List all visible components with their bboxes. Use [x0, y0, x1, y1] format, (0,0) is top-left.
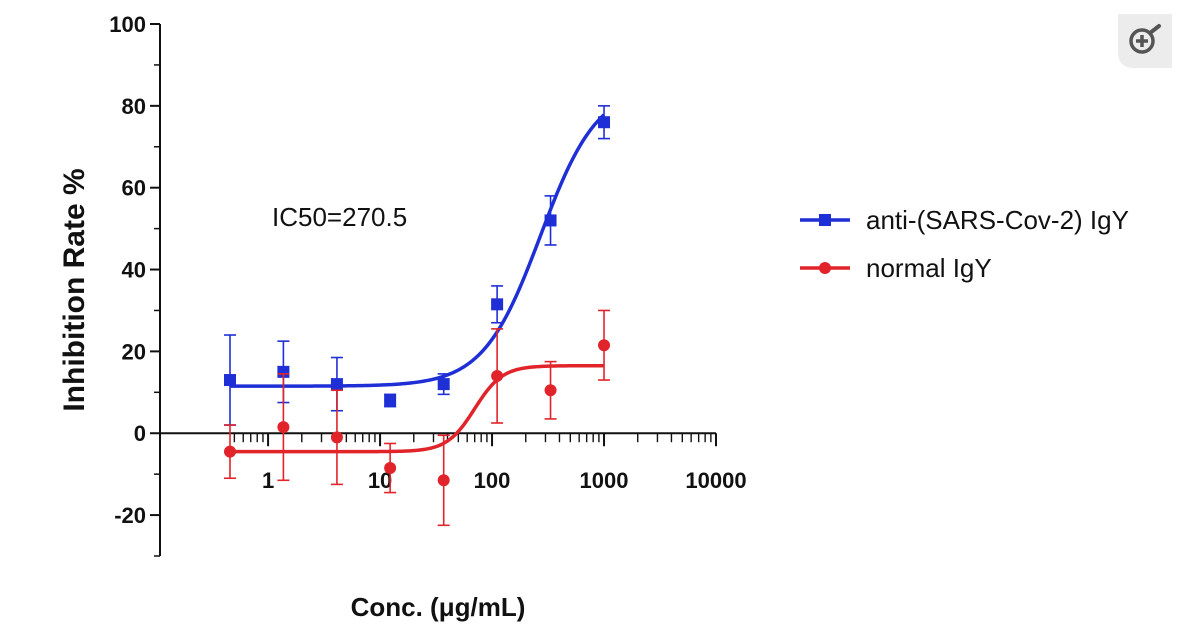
data-point: [437, 474, 450, 487]
legend-item: normal IgY: [800, 253, 992, 283]
data-point: [384, 394, 397, 407]
zoom-in-icon: [1129, 24, 1161, 54]
data-point: [544, 214, 557, 227]
x-tick-label: 100: [474, 468, 511, 493]
series-layer: [224, 105, 611, 527]
y-tick-label: 80: [122, 94, 146, 119]
x-tick-label: 10000: [685, 468, 746, 493]
data-point: [437, 378, 450, 391]
y-tick-label: 0: [134, 421, 146, 446]
data-point: [491, 298, 504, 311]
legend-label: anti-(SARS-Cov-2) IgY: [866, 205, 1129, 235]
x-axis-label: Conc. (μg/mL): [351, 592, 526, 622]
legend-item: anti-(SARS-Cov-2) IgY: [800, 205, 1129, 235]
data-point: [384, 462, 397, 475]
data-point: [544, 384, 557, 397]
y-tick-label: 40: [122, 258, 146, 283]
y-axis-label: Inhibition Rate %: [58, 168, 91, 411]
y-tick-label: 20: [122, 339, 146, 364]
legend-marker: [819, 262, 831, 274]
legend: anti-(SARS-Cov-2) IgY normal IgY: [800, 205, 1129, 283]
data-point: [277, 421, 290, 434]
data-point: [491, 369, 504, 382]
data-point: [330, 378, 343, 391]
data-point: [598, 339, 611, 352]
x-tick-label: 1: [262, 468, 274, 493]
y-tick-label: -20: [114, 503, 146, 528]
fit-curve: [230, 363, 605, 454]
fit-curve: [230, 113, 606, 388]
data-point: [224, 445, 236, 458]
data-point: [598, 116, 611, 129]
series-normal-igy: [224, 309, 611, 527]
data-point: [277, 365, 290, 378]
y-tick-label: 60: [122, 176, 146, 201]
zoom-in-button[interactable]: [1118, 14, 1172, 68]
ic50-annotation: IC50=270.5: [272, 202, 407, 232]
legend-label: normal IgY: [866, 253, 992, 283]
y-tick-label: 100: [109, 12, 146, 37]
series-anti-igy: [224, 105, 611, 426]
x-tick-label: 1000: [580, 468, 629, 493]
legend-marker: [819, 214, 831, 226]
data-point: [330, 431, 343, 444]
data-point: [224, 374, 236, 387]
